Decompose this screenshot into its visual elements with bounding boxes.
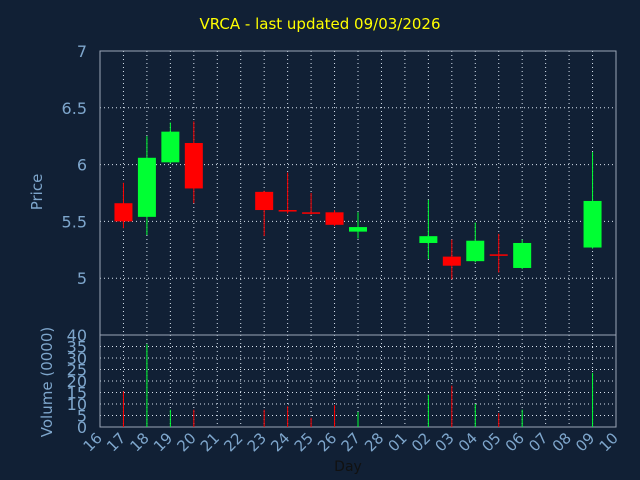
- day-tick-label: 01: [385, 429, 411, 455]
- day-tick-label: 23: [244, 429, 270, 455]
- day-tick-label: 19: [150, 429, 176, 455]
- candle-body: [184, 143, 203, 189]
- candle-body: [442, 256, 461, 266]
- volume-tick-label: 30: [67, 349, 87, 368]
- volume-tick-label: 35: [67, 338, 87, 357]
- day-tick-label: 20: [173, 429, 199, 455]
- day-tick-label: 06: [502, 429, 528, 455]
- day-tick-label: 28: [361, 429, 387, 455]
- price-axis-label: Price: [28, 174, 46, 211]
- day-tick-label: 24: [267, 429, 293, 455]
- day-tick-label: 09: [572, 429, 598, 455]
- day-tick-label: 08: [549, 429, 575, 455]
- day-tick-label: 27: [338, 429, 364, 455]
- volume-bars: [122, 344, 594, 427]
- candle-body: [325, 212, 344, 225]
- price-gridlines: [100, 51, 616, 335]
- volume-axis-label: Volume (0000): [38, 327, 56, 437]
- day-tick-label: 10: [596, 429, 622, 455]
- volume-tick-label: 20: [67, 372, 87, 391]
- price-tick-labels: 5 5.5 6 6.5 7: [62, 42, 87, 288]
- day-tick-label: 02: [408, 429, 434, 455]
- candle-body: [255, 191, 274, 211]
- candle-body: [583, 200, 602, 248]
- day-tick-label: 21: [197, 429, 223, 455]
- volume-tick-label: 15: [67, 384, 87, 403]
- candle-body: [513, 242, 532, 268]
- candle-body: [419, 236, 438, 243]
- day-axis-label: Day: [334, 459, 362, 475]
- day-tick-label: 04: [455, 429, 481, 455]
- candle-body: [466, 240, 485, 262]
- day-tick-label: 17: [103, 429, 129, 455]
- candle-body: [278, 210, 297, 212]
- volume-tick-label: 0: [77, 418, 87, 437]
- candle-body: [302, 212, 321, 214]
- candle-body: [349, 227, 367, 232]
- day-tick-label: 25: [291, 429, 317, 455]
- price-tick-label: 6: [77, 156, 87, 175]
- day-tick-label: 18: [127, 429, 153, 455]
- volume-tick-label: 10: [67, 395, 87, 414]
- candle-body: [114, 203, 133, 222]
- day-tick-label: 26: [314, 429, 340, 455]
- day-tick-labels: 1617181920212223242526272801020304050607…: [80, 429, 622, 455]
- chart-title: VRCA - last updated 09/03/2026: [199, 15, 441, 33]
- price-tick-label: 7: [77, 42, 87, 61]
- day-tick-label: 05: [478, 429, 504, 455]
- candle-body: [489, 254, 508, 256]
- day-tick-label: 03: [431, 429, 457, 455]
- candle-body: [137, 157, 156, 217]
- volume-tick-label: 25: [67, 361, 87, 380]
- price-tick-label: 5: [77, 269, 87, 288]
- candle-body: [161, 131, 180, 163]
- volume-tick-label: 5: [77, 407, 87, 426]
- price-tick-label: 6.5: [62, 99, 87, 118]
- price-tick-label: 5.5: [62, 212, 87, 231]
- day-tick-label: 22: [220, 429, 246, 455]
- price-candles: [114, 121, 602, 280]
- volume-tick-label: 40: [67, 326, 87, 345]
- price-plot-frame: [99, 50, 617, 336]
- day-tick-label: 07: [525, 429, 551, 455]
